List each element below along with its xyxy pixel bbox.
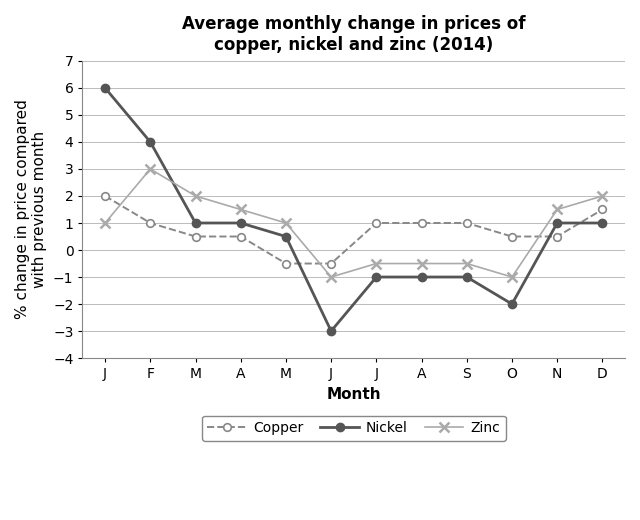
Zinc <box>508 274 516 280</box>
Copper <box>554 233 561 240</box>
Copper <box>508 233 516 240</box>
Nickel <box>101 85 109 91</box>
Nickel <box>327 328 335 334</box>
Title: Average monthly change in prices of
copper, nickel and zinc (2014): Average monthly change in prices of copp… <box>182 15 525 54</box>
Zinc <box>147 166 154 172</box>
Nickel <box>237 220 244 226</box>
Nickel <box>282 233 290 240</box>
Line: Nickel: Nickel <box>101 84 607 335</box>
Legend: Copper, Nickel, Zinc: Copper, Nickel, Zinc <box>202 415 506 440</box>
Copper <box>418 220 426 226</box>
Nickel <box>598 220 606 226</box>
Copper <box>147 220 154 226</box>
Zinc <box>598 193 606 199</box>
Nickel <box>372 274 380 280</box>
Nickel <box>147 139 154 145</box>
Copper <box>598 206 606 213</box>
Zinc <box>237 206 244 213</box>
Copper <box>101 193 109 199</box>
Copper <box>282 261 290 267</box>
Nickel <box>191 220 199 226</box>
Zinc <box>327 274 335 280</box>
Line: Zinc: Zinc <box>100 164 607 282</box>
Nickel <box>508 301 516 307</box>
Zinc <box>101 220 109 226</box>
Nickel <box>418 274 426 280</box>
Zinc <box>418 261 426 267</box>
Copper <box>327 261 335 267</box>
Copper <box>372 220 380 226</box>
Copper <box>463 220 470 226</box>
Nickel <box>463 274 470 280</box>
Zinc <box>463 261 470 267</box>
Zinc <box>191 193 199 199</box>
Copper <box>237 233 244 240</box>
Line: Copper: Copper <box>101 192 606 267</box>
Zinc <box>554 206 561 213</box>
Nickel <box>554 220 561 226</box>
Zinc <box>282 220 290 226</box>
X-axis label: Month: Month <box>326 387 381 401</box>
Y-axis label: % change in price compared
with previous month: % change in price compared with previous… <box>15 99 47 319</box>
Copper <box>191 233 199 240</box>
Zinc <box>372 261 380 267</box>
